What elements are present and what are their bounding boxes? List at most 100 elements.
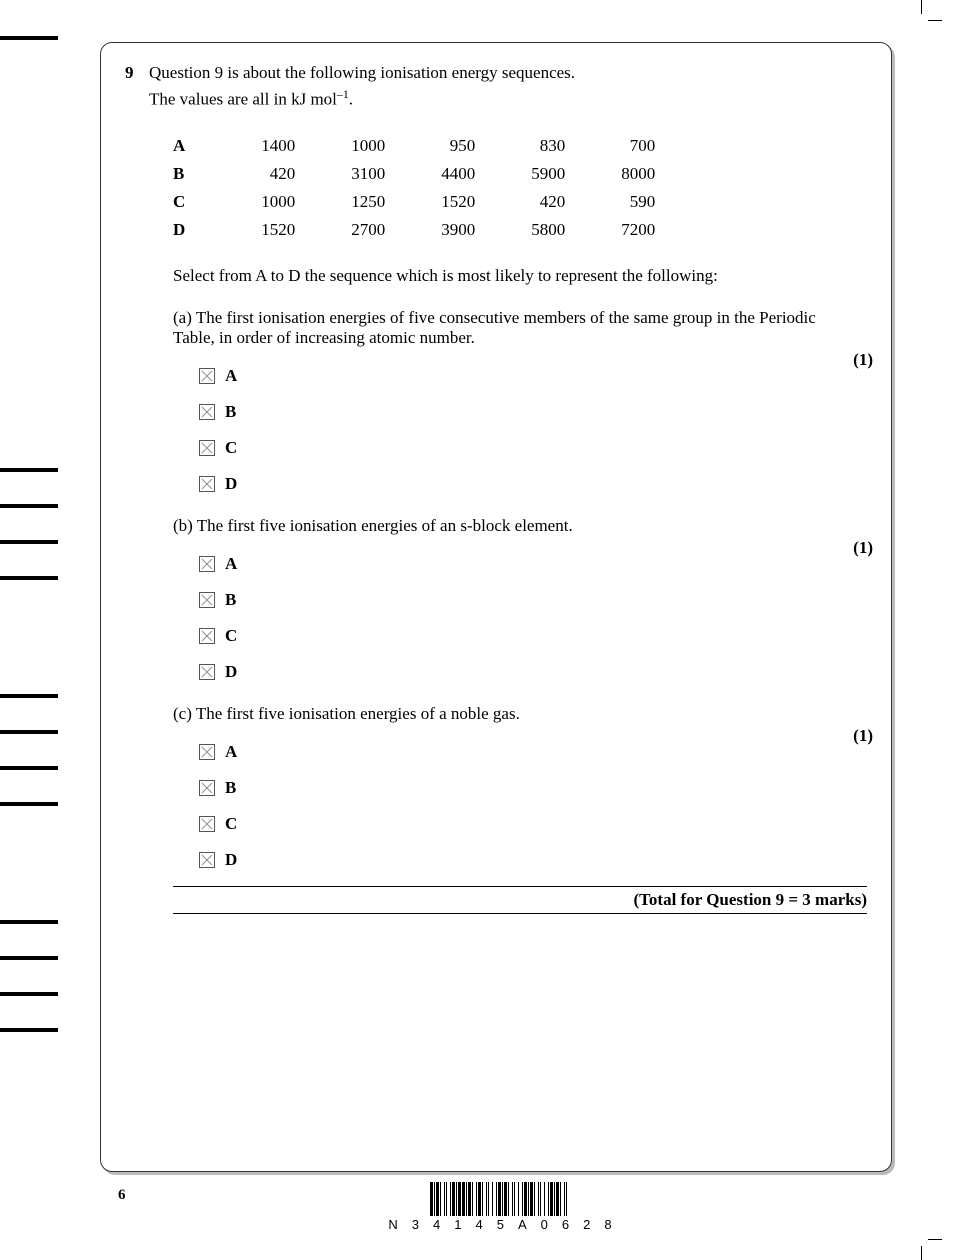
- option-label: A: [225, 554, 237, 574]
- table-cell: 1000: [295, 132, 385, 160]
- registration-bar: [0, 802, 58, 806]
- option-b[interactable]: B: [199, 590, 867, 610]
- data-table: A14001000950830700B4203100440059008000C1…: [173, 132, 655, 244]
- subquestion-a: (a) The first ionisation energies of fiv…: [173, 308, 867, 494]
- table-cell: 1520: [205, 216, 295, 244]
- checkbox-icon[interactable]: [199, 404, 215, 420]
- table-row: D15202700390058007200: [173, 216, 655, 244]
- option-label: B: [225, 778, 236, 798]
- intro-line-2b: .: [349, 90, 353, 109]
- checkbox-icon[interactable]: [199, 628, 215, 644]
- option-label: B: [225, 402, 236, 422]
- checkbox-icon[interactable]: [199, 440, 215, 456]
- checkbox-icon[interactable]: [199, 556, 215, 572]
- option-d[interactable]: D: [199, 474, 867, 494]
- option-label: D: [225, 662, 237, 682]
- option-c[interactable]: C: [199, 626, 867, 646]
- table-cell: 2700: [295, 216, 385, 244]
- table-cell: 700: [565, 132, 655, 160]
- option-label: B: [225, 590, 236, 610]
- table-row-label: B: [173, 160, 205, 188]
- crop-mark-top-right: [902, 0, 942, 40]
- total-marks: (Total for Question 9 = 3 marks): [173, 886, 867, 914]
- table-cell: 1250: [295, 188, 385, 216]
- option-b[interactable]: B: [199, 778, 867, 798]
- marks-label: (1): [853, 538, 873, 558]
- registration-bar: [0, 576, 58, 580]
- option-d[interactable]: D: [199, 662, 867, 682]
- checkbox-icon[interactable]: [199, 664, 215, 680]
- options-group: ABCD: [199, 366, 867, 494]
- barcode-text: N34145A0628: [344, 1217, 670, 1232]
- registration-bar: [0, 956, 58, 960]
- registration-bar: [0, 468, 58, 472]
- checkbox-icon[interactable]: [199, 780, 215, 796]
- subquestion-prompt: (c) The first five ionisation energies o…: [173, 704, 867, 724]
- subquestion-label: (c): [173, 704, 196, 723]
- registration-bar: [0, 766, 58, 770]
- registration-bar: [0, 730, 58, 734]
- table-cell: 590: [565, 188, 655, 216]
- option-b[interactable]: B: [199, 402, 867, 422]
- table-cell: 3100: [295, 160, 385, 188]
- intro-line-1: Question 9 is about the following ionisa…: [149, 63, 575, 83]
- registration-bar: [0, 1028, 58, 1032]
- intro-superscript: –1: [337, 87, 349, 101]
- registration-bar: [0, 920, 58, 924]
- table-row-label: D: [173, 216, 205, 244]
- subquestion-text: The first ionisation energies of five co…: [173, 308, 816, 347]
- subquestion-prompt: (a) The first ionisation energies of fiv…: [173, 308, 867, 348]
- table-row: C100012501520420590: [173, 188, 655, 216]
- intro-line-2: The values are all in kJ mol–1.: [149, 87, 867, 110]
- checkbox-icon[interactable]: [199, 744, 215, 760]
- option-c[interactable]: C: [199, 438, 867, 458]
- subquestion-b: (b) The first five ionisation energies o…: [173, 516, 867, 682]
- option-a[interactable]: A: [199, 554, 867, 574]
- table-cell: 950: [385, 132, 475, 160]
- subquestion-text: The first five ionisation energies of an…: [197, 516, 573, 535]
- option-label: C: [225, 626, 237, 646]
- table-cell: 5800: [475, 216, 565, 244]
- option-a[interactable]: A: [199, 742, 867, 762]
- table-row: A14001000950830700: [173, 132, 655, 160]
- subquestion-label: (a): [173, 308, 196, 327]
- option-c[interactable]: C: [199, 814, 867, 834]
- barcode: N34145A0628: [330, 1182, 670, 1232]
- checkbox-icon[interactable]: [199, 592, 215, 608]
- table-cell: 420: [475, 188, 565, 216]
- options-group: ABCD: [199, 742, 867, 870]
- table-cell: 830: [475, 132, 565, 160]
- table-cell: 1400: [205, 132, 295, 160]
- page-number: 6: [118, 1187, 126, 1204]
- registration-bar: [0, 992, 58, 996]
- table-cell: 1000: [205, 188, 295, 216]
- option-label: A: [225, 366, 237, 386]
- option-label: D: [225, 474, 237, 494]
- table-cell: 1520: [385, 188, 475, 216]
- subquestion-prompt: (b) The first five ionisation energies o…: [173, 516, 867, 536]
- marks-label: (1): [853, 726, 873, 746]
- option-a[interactable]: A: [199, 366, 867, 386]
- intro-line-2a: The values are all in kJ mol: [149, 90, 337, 109]
- table-cell: 7200: [565, 216, 655, 244]
- registration-bar: [0, 36, 58, 40]
- crop-mark-bottom-right: [902, 1220, 942, 1260]
- checkbox-icon[interactable]: [199, 852, 215, 868]
- table-row-label: C: [173, 188, 205, 216]
- registration-bar: [0, 694, 58, 698]
- table-cell: 420: [205, 160, 295, 188]
- table-cell: 3900: [385, 216, 475, 244]
- subquestion-label: (b): [173, 516, 197, 535]
- question-box: 9 Question 9 is about the following ioni…: [100, 42, 892, 1172]
- marks-label: (1): [853, 350, 873, 370]
- table-cell: 8000: [565, 160, 655, 188]
- checkbox-icon[interactable]: [199, 476, 215, 492]
- option-label: D: [225, 850, 237, 870]
- checkbox-icon[interactable]: [199, 368, 215, 384]
- select-prompt: Select from A to D the sequence which is…: [173, 266, 867, 286]
- option-d[interactable]: D: [199, 850, 867, 870]
- table-cell: 4400: [385, 160, 475, 188]
- table-row: B4203100440059008000: [173, 160, 655, 188]
- checkbox-icon[interactable]: [199, 816, 215, 832]
- registration-bar: [0, 540, 58, 544]
